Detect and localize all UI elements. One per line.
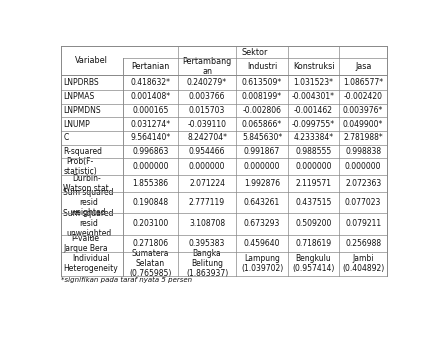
Text: 0.437515: 0.437515 (295, 198, 332, 207)
Text: LNPDRBS: LNPDRBS (64, 78, 99, 87)
Text: 0.003976*: 0.003976* (343, 106, 383, 115)
Text: Bangka
Belitung
(1.863937): Bangka Belitung (1.863937) (186, 249, 228, 278)
Text: 0.065866*: 0.065866* (242, 120, 282, 129)
Text: 0.395383: 0.395383 (189, 239, 225, 247)
Text: 0.001408*: 0.001408* (130, 92, 170, 101)
Text: -0.099755*: -0.099755* (292, 120, 335, 129)
Text: Sum squared
resid
weighted: Sum squared resid weighted (64, 188, 114, 217)
Text: Sum squared
resid
unweighted: Sum squared resid unweighted (64, 209, 114, 238)
Text: 4.233384*: 4.233384* (293, 133, 334, 142)
Text: Jasa: Jasa (355, 62, 372, 71)
Text: 0.256988: 0.256988 (345, 239, 381, 247)
Text: 0.008199*: 0.008199* (242, 92, 282, 101)
Text: Konstruksi: Konstruksi (293, 62, 334, 71)
Text: 0.203100: 0.203100 (132, 219, 168, 229)
Text: 0.643261: 0.643261 (244, 198, 280, 207)
Text: 0.459640: 0.459640 (244, 239, 280, 247)
Text: P-value
Jarque Bera: P-value Jarque Bera (64, 233, 108, 253)
Text: 1.992876: 1.992876 (244, 179, 280, 188)
Text: 2.072363: 2.072363 (345, 179, 381, 188)
Text: 0.000000: 0.000000 (244, 162, 280, 171)
Text: Prob(F-
statistic): Prob(F- statistic) (64, 157, 97, 176)
Text: 5.845630*: 5.845630* (242, 133, 282, 142)
Text: -0.002420: -0.002420 (344, 92, 383, 101)
Text: 3.108708: 3.108708 (189, 219, 225, 229)
Text: 1.031523*: 1.031523* (293, 78, 334, 87)
Text: 0.000000: 0.000000 (132, 162, 168, 171)
Text: 1.855386: 1.855386 (132, 179, 168, 188)
Text: Individual
Heterogeneity: Individual Heterogeneity (64, 254, 118, 273)
Text: Variabel: Variabel (75, 56, 108, 65)
Text: LNUMP: LNUMP (64, 120, 90, 129)
Text: Sektor: Sektor (242, 48, 268, 57)
Text: 2.071224: 2.071224 (189, 179, 225, 188)
Text: 0.998838: 0.998838 (345, 147, 381, 156)
Text: LNPMDNS: LNPMDNS (64, 106, 101, 115)
Text: Bengkulu
(0.957414): Bengkulu (0.957414) (292, 254, 335, 273)
Text: 2.781988*: 2.781988* (343, 133, 383, 142)
Text: 0.718619: 0.718619 (295, 239, 332, 247)
Text: -0.001462: -0.001462 (294, 106, 333, 115)
Text: 0.000000: 0.000000 (345, 162, 381, 171)
Text: 0.000000: 0.000000 (295, 162, 332, 171)
Text: 0.271806: 0.271806 (132, 239, 168, 247)
Text: Pertambang
an: Pertambang an (182, 57, 232, 76)
Text: R-squared: R-squared (64, 147, 102, 156)
Text: 0.613509*: 0.613509* (242, 78, 282, 87)
Text: Industri: Industri (247, 62, 277, 71)
Text: 0.954466: 0.954466 (189, 147, 226, 156)
Text: 0.673293: 0.673293 (244, 219, 280, 229)
Text: 8.242704*: 8.242704* (187, 133, 227, 142)
Text: -0.004301*: -0.004301* (292, 92, 335, 101)
Text: Jambi
(0.404892): Jambi (0.404892) (342, 254, 384, 273)
Text: 0.000000: 0.000000 (189, 162, 226, 171)
Text: 0.015703: 0.015703 (189, 106, 225, 115)
Text: 0.079211: 0.079211 (345, 219, 381, 229)
Text: 0.190848: 0.190848 (132, 198, 168, 207)
Text: 0.049900*: 0.049900* (343, 120, 383, 129)
Text: Lampung
(1.039702): Lampung (1.039702) (241, 254, 283, 273)
Text: 0.077023: 0.077023 (345, 198, 381, 207)
Text: 0.509200: 0.509200 (295, 219, 332, 229)
Text: 0.003766: 0.003766 (189, 92, 226, 101)
Text: 0.988555: 0.988555 (295, 147, 332, 156)
Text: Sumatera
Selatan
(0.765985): Sumatera Selatan (0.765985) (129, 249, 172, 278)
Text: 0.418632*: 0.418632* (130, 78, 170, 87)
Text: 0.996863: 0.996863 (132, 147, 168, 156)
Text: LNPMAS: LNPMAS (64, 92, 95, 101)
Text: 0.031274*: 0.031274* (130, 120, 170, 129)
Text: -0.002806: -0.002806 (242, 106, 282, 115)
Text: Durbin-
Watson stat: Durbin- Watson stat (64, 174, 109, 193)
Bar (60, 46, 387, 276)
Text: 0.991867: 0.991867 (244, 147, 280, 156)
Text: *signifikan pada taraf nyata 5 persen: *signifikan pada taraf nyata 5 persen (60, 277, 192, 283)
Text: 0.000165: 0.000165 (132, 106, 168, 115)
Text: 0.240279*: 0.240279* (187, 78, 227, 87)
Text: C: C (64, 133, 69, 142)
Text: 2.777119: 2.777119 (189, 198, 225, 207)
Text: Pertanian: Pertanian (131, 62, 169, 71)
Text: -0.039110: -0.039110 (187, 120, 226, 129)
Text: 1.086577*: 1.086577* (343, 78, 383, 87)
Text: 2.119571: 2.119571 (295, 179, 331, 188)
Text: 9.564140*: 9.564140* (130, 133, 170, 142)
